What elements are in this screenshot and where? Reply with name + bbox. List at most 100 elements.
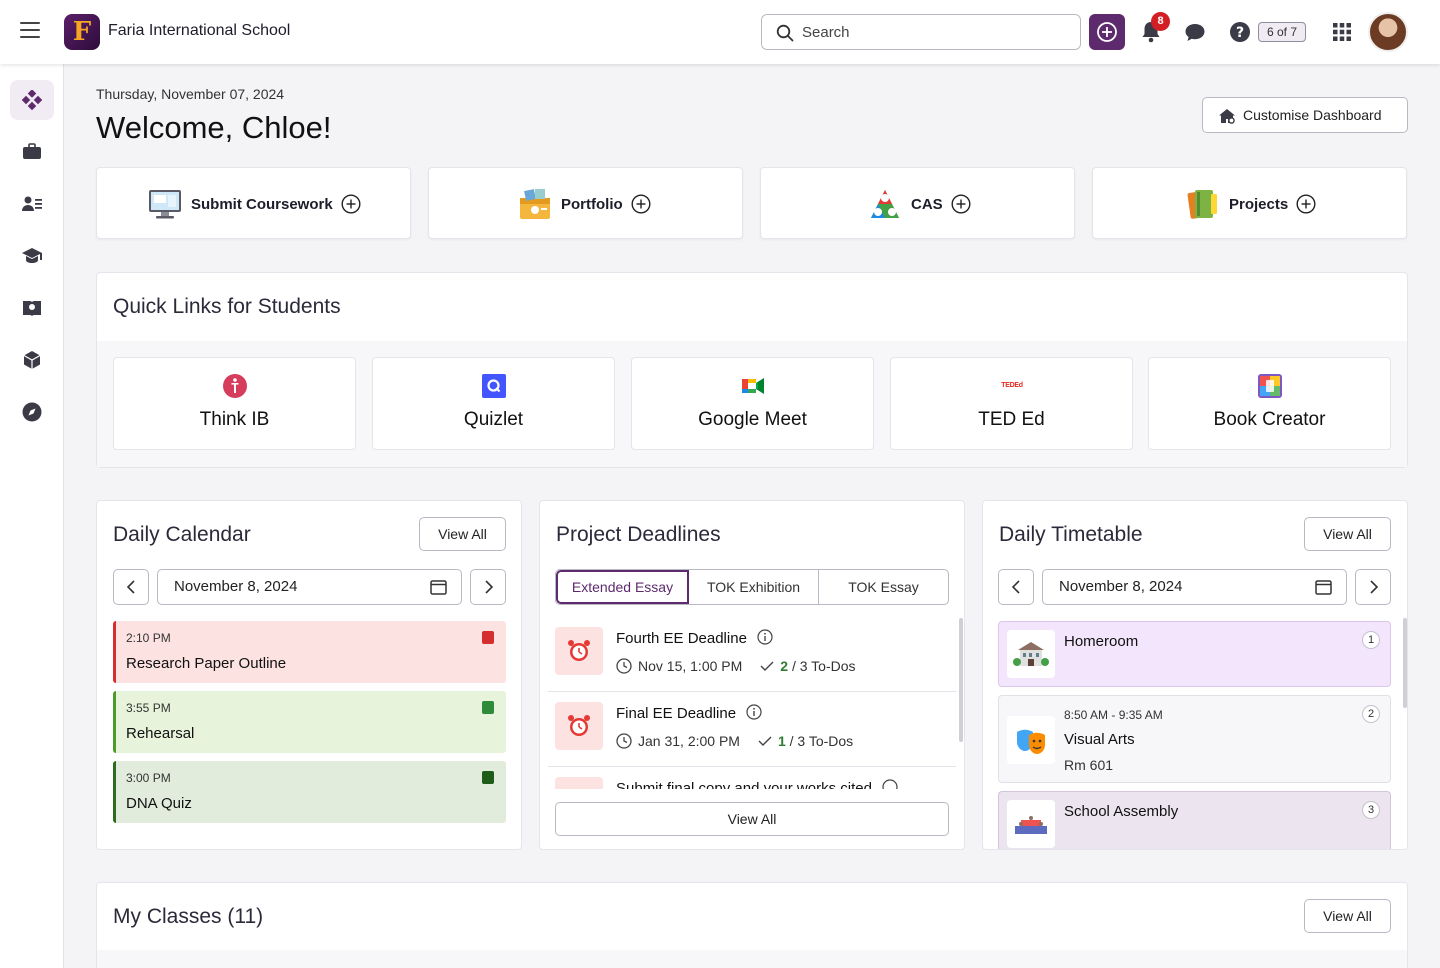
quick-link-label: TED Ed [978, 409, 1045, 430]
timetable-date-value: November 8, 2024 [1059, 578, 1183, 595]
project-deadlines-title: Project Deadlines [556, 523, 721, 546]
timetable-date-field[interactable]: November 8, 2024 [1042, 569, 1347, 605]
calendar-event[interactable]: 2:10 PM Research Paper Outline [113, 621, 506, 683]
calendar-event[interactable]: 3:55 PM Rehearsal [113, 691, 506, 753]
timetable-scrollbar[interactable] [1403, 618, 1407, 708]
cube-icon [23, 351, 41, 369]
user-avatar[interactable] [1368, 12, 1408, 52]
school-logo[interactable]: F [64, 14, 100, 50]
create-new-button[interactable] [1089, 14, 1125, 50]
timetable-next-button[interactable] [1355, 569, 1391, 605]
shortcut-cas[interactable]: CAS [760, 167, 1075, 239]
slot-number: 2 [1362, 705, 1380, 723]
quick-link-google-meet[interactable]: Google Meet [631, 357, 874, 450]
sidebar-item-explore[interactable] [10, 392, 54, 432]
deadlines-scrollbar[interactable] [959, 618, 963, 742]
todo-total: / 3 To-Dos [788, 658, 856, 674]
school-building-icon [1007, 630, 1055, 678]
deadline-icon-box [555, 777, 603, 789]
quick-link-think-ib[interactable]: Think IB [113, 357, 356, 450]
info-icon[interactable] [882, 779, 898, 789]
deadline-due: Nov 15, 1:00 PM [638, 658, 743, 674]
plus-circle-icon[interactable] [1296, 194, 1316, 214]
tab-tok-exhibition[interactable]: TOK Exhibition [689, 570, 819, 604]
apps-grid-icon[interactable] [1333, 23, 1351, 41]
customise-dashboard-button[interactable]: Customise Dashboard [1202, 97, 1408, 133]
daily-timetable-title: Daily Timetable [999, 523, 1143, 546]
clock-icon [616, 658, 632, 674]
calendar-event[interactable]: 3:00 PM DNA Quiz [113, 761, 506, 823]
slot-room: Rm 601 [1064, 757, 1114, 773]
info-icon[interactable] [757, 629, 773, 645]
slot-title: Visual Arts [1064, 731, 1135, 748]
slot-time: 8:50 AM - 9:35 AM [1064, 708, 1163, 722]
menu-icon[interactable] [20, 22, 40, 42]
todo-done-count: 1 [777, 733, 786, 749]
shortcut-label: CAS [911, 195, 943, 213]
my-classes-title: My Classes (11) [113, 905, 264, 928]
search-box[interactable] [761, 14, 1081, 50]
plus-circle-icon[interactable] [341, 194, 361, 214]
notebooks-icon [1187, 190, 1217, 219]
sidebar-item-academics[interactable] [10, 236, 54, 276]
deadline-title: Fourth EE Deadline [616, 629, 773, 647]
cas-triangle-icon [871, 190, 899, 218]
plus-circle-icon[interactable] [951, 194, 971, 214]
shortcut-projects[interactable]: Projects [1092, 167, 1407, 239]
tab-tok-essay[interactable]: TOK Essay [848, 579, 919, 595]
calendar-next-button[interactable] [470, 569, 506, 605]
info-icon[interactable] [746, 704, 762, 720]
timetable-prev-button[interactable] [998, 569, 1034, 605]
calendar-prev-button[interactable] [113, 569, 149, 605]
welcome-heading: Welcome, Chloe! [96, 110, 332, 145]
think-ib-icon [223, 374, 247, 398]
project-deadlines-panel [539, 500, 965, 850]
side-nav [0, 64, 64, 968]
deadline-meta: Jan 31, 2:00 PM 1 / 3 To-Dos [616, 733, 853, 749]
deadline-item[interactable]: Submit final copy and your works cited [548, 767, 956, 789]
sidebar-item-library[interactable] [10, 288, 54, 328]
tab-extended-essay[interactable]: Extended Essay [556, 570, 689, 604]
onboarding-steps-badge[interactable]: 6 of 7 [1258, 22, 1307, 42]
sidebar-item-resources[interactable] [10, 340, 54, 380]
calendar-view-all-button[interactable]: View All [419, 517, 506, 551]
shortcut-portfolio[interactable]: Portfolio [428, 167, 743, 239]
event-time: 2:10 PM [126, 631, 171, 645]
search-icon [776, 24, 794, 42]
timetable-slot[interactable]: Homeroom 1 [998, 621, 1391, 687]
event-title: DNA Quiz [126, 795, 192, 812]
compass-icon [22, 402, 42, 422]
timetable-view-all-button[interactable]: View All [1304, 517, 1391, 551]
quick-link-ted-ed[interactable]: TEDEd TED Ed [890, 357, 1133, 450]
classes-view-all-button[interactable]: View All [1304, 899, 1391, 933]
deadlines-view-all-button[interactable]: View All [555, 802, 949, 836]
chevron-left-icon [1011, 580, 1020, 594]
sidebar-item-dashboard[interactable] [10, 80, 54, 120]
event-title: Research Paper Outline [126, 655, 287, 672]
slot-number: 3 [1362, 801, 1380, 819]
clock-icon [616, 733, 632, 749]
deadline-tabs: Extended Essay TOK Exhibition TOK Essay [555, 569, 949, 605]
help-icon[interactable]: ? [1229, 21, 1251, 43]
todo-done-count: 2 [780, 658, 789, 674]
shortcut-submit-coursework[interactable]: Submit Coursework [96, 167, 411, 239]
quick-link-quizlet[interactable]: Quizlet [372, 357, 615, 450]
deadline-item[interactable]: Final EE Deadline Jan 31, 2:00 PM 1 / 3 … [548, 692, 956, 767]
sidebar-item-students[interactable] [10, 184, 54, 224]
briefcase-icon [23, 143, 41, 159]
quick-link-book-creator[interactable]: Book Creator [1148, 357, 1391, 450]
deadline-title: Final EE Deadline [616, 704, 762, 722]
calendar-date-field[interactable]: November 8, 2024 [157, 569, 462, 605]
sidebar-item-portfolio[interactable] [10, 132, 54, 172]
timetable-slot[interactable]: School Assembly 3 [998, 791, 1391, 849]
quick-link-label: Book Creator [1213, 409, 1326, 430]
timetable-slot[interactable]: 8:50 AM - 9:35 AM Visual Arts Rm 601 2 [998, 695, 1391, 783]
chat-icon[interactable] [1184, 21, 1206, 43]
calendar-icon [1315, 580, 1332, 595]
deadline-item[interactable]: Fourth EE Deadline Nov 15, 1:00 PM 2 / 3… [548, 617, 956, 692]
shortcut-label: Portfolio [561, 195, 623, 213]
search-input[interactable] [802, 15, 1072, 49]
chevron-left-icon [126, 580, 135, 594]
deadline-meta: Nov 15, 1:00 PM 2 / 3 To-Dos [616, 658, 856, 674]
plus-circle-icon[interactable] [631, 194, 651, 214]
